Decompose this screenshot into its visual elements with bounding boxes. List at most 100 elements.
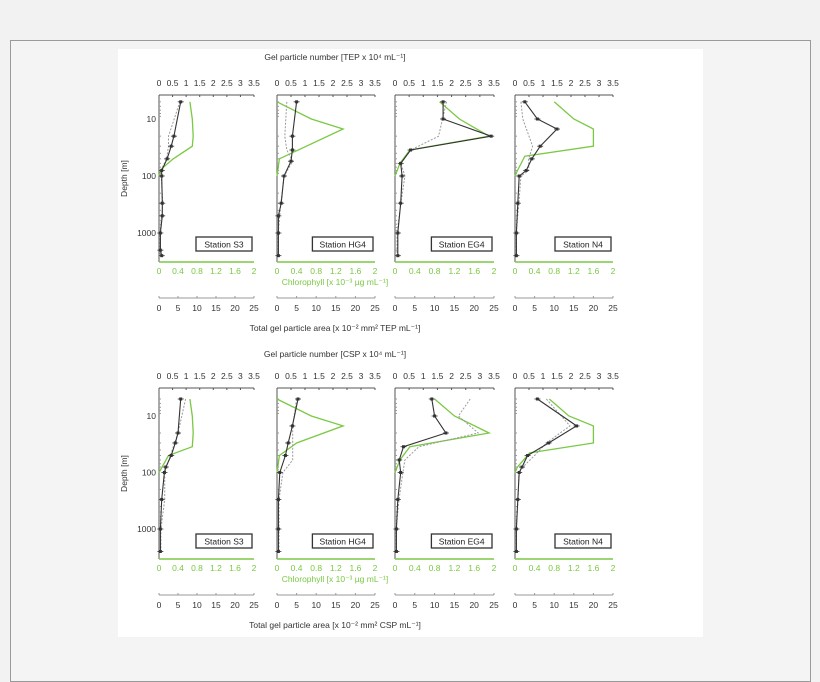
- chlorophyll-tick-label: 0: [393, 563, 398, 573]
- chlorophyll-tick-label: 0: [157, 563, 162, 573]
- number-point: [399, 471, 403, 474]
- number-point: [516, 497, 520, 501]
- number-point: [172, 134, 176, 138]
- number-tick-label: 0.5: [523, 78, 535, 88]
- number-tick-label: 2: [449, 371, 454, 381]
- number-point: [179, 100, 183, 104]
- area-tick-label: 5: [532, 600, 537, 610]
- panel-station-s3: 0 0.5 1 1.5 2 2.5 3 3.50 0.4 0.8 1.2 1.6 20 5 10 15 20 25…: [157, 78, 261, 313]
- chlorophyll-tick-label: 0.8: [191, 563, 203, 573]
- chlorophyll-tick-label: 0.8: [548, 266, 560, 276]
- station-label: Station S3: [204, 537, 243, 547]
- area-tick-label: 25: [489, 303, 499, 313]
- chlorophyll-tick-label: 1.6: [587, 266, 599, 276]
- number-point: [396, 497, 400, 501]
- chlorophyll-tick-label: 0.4: [291, 266, 303, 276]
- number-tick-label: 0: [513, 371, 518, 381]
- station-label-box: [311, 533, 374, 549]
- area-tick-label: 15: [450, 303, 460, 313]
- area-tick-label: 25: [489, 600, 499, 610]
- panel-station-hg4: 0 0.5 1 1.5 2 2.5 3 3.50 0.4 0.8 1.2 1.6 20 5 10 15 20 25…: [275, 371, 382, 610]
- number-point: [276, 214, 280, 218]
- number-point: [276, 527, 280, 531]
- number-tick-label: 1.5: [194, 78, 206, 88]
- number-tick-label: 3.5: [248, 371, 260, 381]
- number-tick-label: 2.5: [460, 371, 472, 381]
- chlorophyll-tick-label: 1.2: [448, 563, 460, 573]
- number-tick-label: 2.5: [341, 371, 353, 381]
- number-tick-label: 1: [421, 371, 426, 381]
- number-point: [176, 431, 180, 435]
- area-tick-label: 5: [532, 303, 537, 313]
- number-point: [433, 414, 437, 418]
- number-tick-label: 1.5: [194, 371, 206, 381]
- chlorophyll-tick-label: 0.4: [172, 266, 184, 276]
- station-label-box: [195, 236, 253, 252]
- chlorophyll-line: [276, 101, 345, 177]
- number-point: [394, 527, 398, 531]
- chlorophyll-tick-label: 1.6: [349, 266, 361, 276]
- chlorophyll-tick-label: 1.2: [210, 563, 222, 573]
- chlorophyll-line: [158, 398, 194, 473]
- top-axis-title: Gel particle number [CSP x 10⁴ mL⁻¹]: [264, 349, 406, 359]
- station-label: Station HG4: [320, 537, 367, 547]
- number-point: [276, 497, 280, 501]
- station-label: Station EG4: [439, 240, 485, 250]
- panel-station-eg4: 0 0.5 1 1.5 2 2.5 3 3.50 0.4 0.8 1.2 1.6 20 5 10 15 20 25…: [393, 371, 501, 610]
- number-point: [169, 453, 173, 457]
- number-point: [158, 527, 162, 531]
- area-tick-label: 20: [351, 600, 361, 610]
- area-tick-label: 0: [275, 303, 280, 313]
- number-point: [514, 254, 518, 258]
- number-tick-label: 0.5: [285, 371, 297, 381]
- number-point: [290, 134, 294, 138]
- number-point: [399, 201, 403, 205]
- panel-station-s3: 0 0.5 1 1.5 2 2.5 3 3.50 0.4 0.8 1.2 1.6 20 5 10 15 20 25…: [157, 371, 261, 610]
- number-point: [400, 174, 404, 178]
- chlorophyll-axis-title: Chlorophyll [x 10⁻³ µg mL⁻¹]: [282, 277, 388, 287]
- number-point: [514, 231, 518, 235]
- area-tick-label: 15: [450, 600, 460, 610]
- number-point: [276, 254, 280, 258]
- area-tick-label: 10: [549, 303, 559, 313]
- number-tick-label: 0: [513, 78, 518, 88]
- number-tick-label: 2: [211, 371, 216, 381]
- chlorophyll-tick-label: 0.8: [310, 563, 322, 573]
- number-point: [489, 134, 493, 138]
- y-tick-label: 1000: [137, 524, 156, 534]
- number-tick-label: 1.5: [313, 78, 325, 88]
- number-tick-label: 2.5: [221, 78, 233, 88]
- number-tick-label: 0.5: [167, 78, 179, 88]
- area-tick-label: 0: [275, 600, 280, 610]
- number-point: [394, 549, 398, 553]
- number-tick-label: 2.5: [341, 78, 353, 88]
- number-point: [409, 148, 413, 152]
- area-tick-label: 5: [294, 600, 299, 610]
- number-point: [535, 117, 539, 121]
- bottom-axis-title: Total gel particle area [x 10⁻² mm² TEP …: [250, 323, 421, 333]
- number-point: [295, 100, 299, 104]
- area-tick-label: 15: [569, 600, 579, 610]
- number-tick-label: 1.5: [551, 78, 563, 88]
- area-tick-label: 20: [230, 303, 240, 313]
- area-tick-label: 10: [192, 303, 202, 313]
- number-tick-label: 0: [157, 78, 162, 88]
- number-point: [514, 549, 518, 553]
- number-tick-label: 1.5: [313, 371, 325, 381]
- number-point: [165, 157, 169, 161]
- area-tick-label: 20: [469, 303, 479, 313]
- y-tick-label: 10: [147, 114, 157, 124]
- y-tick-label: 100: [142, 171, 156, 181]
- number-tick-label: 3.5: [369, 78, 381, 88]
- number-point: [430, 397, 434, 401]
- area-tick-label: 0: [393, 600, 398, 610]
- area-tick-label: 5: [176, 600, 181, 610]
- number-point: [164, 465, 168, 469]
- station-label: Station EG4: [439, 537, 485, 547]
- number-point: [162, 471, 166, 474]
- chlorophyll-tick-label: 0: [393, 266, 398, 276]
- number-point: [283, 453, 287, 457]
- number-point: [520, 465, 524, 469]
- number-tick-label: 3.5: [248, 78, 260, 88]
- number-tick-label: 2: [449, 78, 454, 88]
